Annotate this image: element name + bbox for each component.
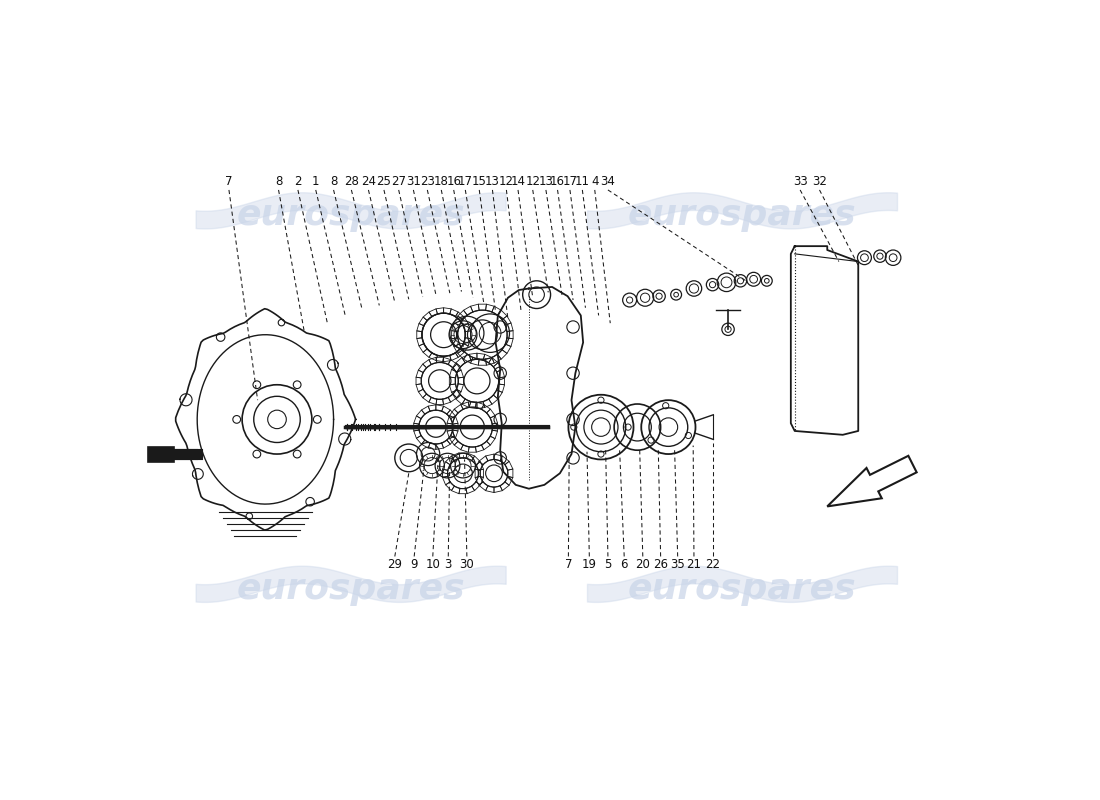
Text: 19: 19 [582, 558, 597, 571]
Text: 12: 12 [499, 175, 514, 188]
Text: eurospares: eurospares [628, 572, 856, 606]
Text: 2: 2 [294, 175, 301, 188]
Text: 30: 30 [460, 558, 474, 571]
Text: 6: 6 [620, 558, 628, 571]
Text: 7: 7 [226, 175, 233, 188]
Text: 24: 24 [361, 175, 376, 188]
Text: 22: 22 [705, 558, 720, 571]
Text: 11: 11 [575, 175, 590, 188]
Text: 10: 10 [426, 558, 440, 571]
Text: 35: 35 [670, 558, 685, 571]
Text: 12: 12 [526, 175, 540, 188]
Text: 17: 17 [562, 175, 578, 188]
Text: 29: 29 [387, 558, 403, 571]
Text: 8: 8 [330, 175, 338, 188]
Text: 14: 14 [510, 175, 526, 188]
Text: 8: 8 [275, 175, 283, 188]
Text: 13: 13 [485, 175, 499, 188]
Text: 34: 34 [601, 175, 615, 188]
Text: 1: 1 [312, 175, 319, 188]
Text: 18: 18 [433, 175, 449, 188]
Text: 5: 5 [604, 558, 612, 571]
Text: 13: 13 [539, 175, 553, 188]
Text: 25: 25 [376, 175, 392, 188]
Text: 28: 28 [344, 175, 359, 188]
Text: eurospares: eurospares [628, 198, 856, 232]
Text: 16: 16 [447, 175, 461, 188]
Text: 4: 4 [591, 175, 598, 188]
Text: 16: 16 [550, 175, 565, 188]
Text: eurospares: eurospares [236, 198, 465, 232]
Text: 21: 21 [686, 558, 702, 571]
Text: 32: 32 [812, 175, 827, 188]
Text: 23: 23 [420, 175, 434, 188]
Text: 26: 26 [653, 558, 668, 571]
Text: 31: 31 [406, 175, 421, 188]
Text: 33: 33 [793, 175, 807, 188]
Text: 17: 17 [458, 175, 473, 188]
Text: 27: 27 [392, 175, 406, 188]
Text: eurospares: eurospares [236, 572, 465, 606]
Text: 7: 7 [564, 558, 572, 571]
Text: 9: 9 [410, 558, 418, 571]
Text: 3: 3 [444, 558, 452, 571]
Text: 20: 20 [636, 558, 650, 571]
Text: 15: 15 [472, 175, 486, 188]
